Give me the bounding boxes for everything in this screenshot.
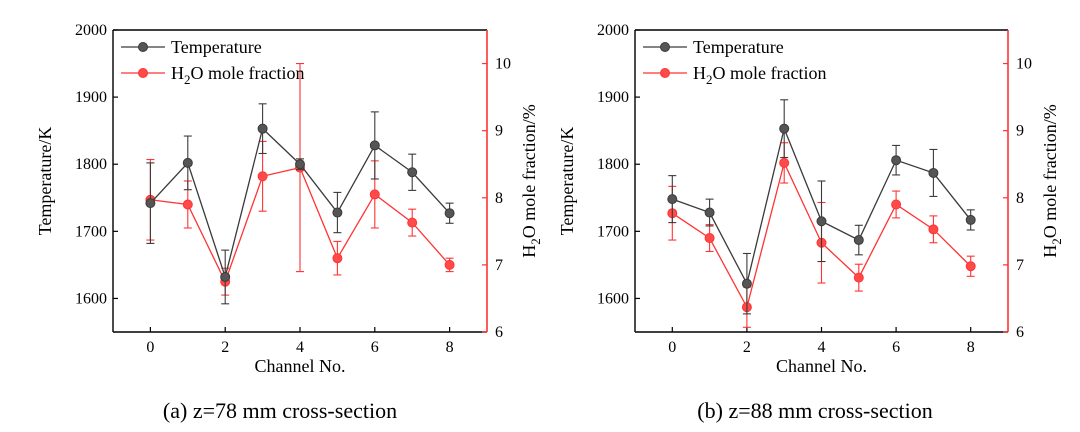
y-tick-label: 1800	[75, 156, 107, 173]
h2o-point	[257, 171, 268, 182]
x-tick-label: 8	[967, 339, 975, 356]
temperature-point	[145, 198, 156, 209]
h2o-point	[853, 272, 864, 283]
legend-temperature-label: Temperature	[171, 37, 262, 57]
legend-h2o-marker	[660, 68, 670, 78]
temperature-point	[369, 140, 380, 151]
temperature-point	[257, 123, 268, 134]
temperature-point	[741, 278, 752, 289]
h2o-point	[407, 217, 418, 228]
temperature-point	[853, 235, 864, 246]
temperature-point	[295, 159, 305, 170]
y-tick-label: 2000	[597, 22, 629, 39]
legend-h2o-marker	[138, 68, 148, 78]
y-right-tick-label: 6	[495, 324, 503, 341]
y-right-tick-label: 7	[1016, 257, 1024, 274]
y-tick-label: 1700	[75, 223, 107, 240]
legend-temperature-label: Temperature	[693, 37, 784, 57]
y-right-tick-label: 8	[1016, 190, 1024, 207]
y-right-tick-label: 10	[495, 56, 511, 73]
y-right-axis-title: H2O mole fraction/%	[1040, 104, 1064, 257]
legend-temperature-marker	[660, 42, 670, 52]
y-tick-label: 1900	[75, 89, 107, 106]
x-tick-label: 8	[446, 339, 454, 356]
h2o-point	[369, 189, 380, 200]
h2o-point	[444, 259, 455, 270]
h2o-point	[891, 199, 902, 210]
x-tick-label: 2	[221, 339, 229, 356]
temperature-point	[332, 207, 343, 218]
y-right-tick-label: 7	[495, 257, 503, 274]
y-tick-label: 1800	[597, 156, 629, 173]
temperature-point	[220, 271, 231, 282]
y-tick-label: 1600	[597, 290, 629, 307]
y-tick-label: 1600	[75, 290, 107, 307]
y-tick-label: 1900	[597, 89, 629, 106]
x-tick-label: 0	[146, 339, 154, 356]
y-tick-label: 2000	[75, 22, 107, 39]
temperature-point	[779, 123, 790, 134]
h2o-point	[928, 224, 939, 235]
caption-a: (a) z=78 mm cross-section	[163, 398, 397, 423]
chart-panel-a: 0 2 4 6 8 1600 1700 1800 1900 2000 6 7 8 9 10 Channel N…	[35, 22, 543, 376]
y-axis-title: Temperature/K	[557, 127, 577, 236]
y-right-tick-label: 9	[495, 123, 503, 140]
h2o-point	[965, 261, 976, 272]
x-axis-title: Channel No.	[255, 356, 346, 376]
legend-temperature-marker	[138, 42, 148, 52]
temperature-point	[928, 167, 939, 178]
temperature-point	[444, 208, 455, 219]
temperature-point	[667, 194, 678, 205]
legend-h2o-label: H2O mole fraction	[171, 63, 304, 87]
x-tick-label: 4	[296, 339, 304, 356]
y-right-axis-title: H2O mole fraction/%	[519, 104, 543, 257]
y-axis-title: Temperature/K	[35, 127, 55, 236]
caption-b: (b) z=88 mm cross-section	[697, 398, 932, 423]
h2o-point	[704, 233, 715, 244]
x-axis-title: Channel No.	[776, 356, 867, 376]
temperature-point	[816, 216, 827, 227]
y-right-tick-label: 8	[495, 190, 503, 207]
temperature-point	[891, 155, 902, 166]
x-tick-label: 2	[743, 339, 751, 356]
x-tick-label: 6	[371, 339, 379, 356]
temperature-point	[965, 214, 976, 225]
y-right-tick-label: 9	[1016, 123, 1024, 140]
y-tick-label: 1700	[597, 223, 629, 240]
temperature-point	[407, 167, 418, 178]
x-tick-label: 4	[818, 339, 826, 356]
x-tick-label: 6	[892, 339, 900, 356]
legend-h2o-label: H2O mole fraction	[693, 63, 826, 87]
y-right-tick-label: 10	[1016, 56, 1032, 73]
h2o-point	[182, 199, 193, 210]
temperature-point	[704, 207, 715, 218]
h2o-point	[779, 157, 790, 168]
x-tick-label: 0	[668, 339, 676, 356]
y-right-tick-label: 6	[1016, 324, 1024, 341]
chart-panel-b: 0 2 4 6 8 1600 1700 1800 1900 2000 6 7 8 9 10 Channel N…	[557, 22, 1064, 376]
h2o-point	[332, 253, 343, 264]
temperature-point	[182, 157, 193, 168]
